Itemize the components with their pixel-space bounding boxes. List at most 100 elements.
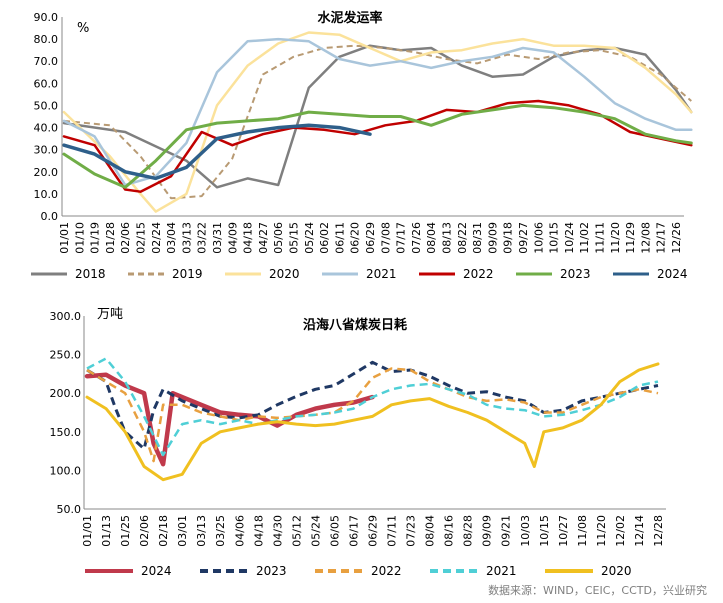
x-tick-label: 03/01: [176, 515, 189, 547]
series-line-2024: [84, 372, 375, 467]
y-tick-label: 10.0: [34, 188, 59, 201]
x-tick-label: 12/08: [639, 222, 652, 254]
x-tick-label: 09/09: [481, 515, 494, 547]
x-tick-label: 09/27: [517, 222, 530, 254]
series-line-2024: [62, 123, 372, 181]
x-tick-label: 04/18: [242, 222, 255, 254]
x-tick-label: 03/25: [214, 515, 227, 547]
x-tick-label: 06/29: [367, 515, 380, 547]
x-tick-label: 11/08: [576, 515, 589, 547]
x-tick-label: 04/09: [226, 222, 239, 254]
x-tick-label: 09/18: [502, 222, 515, 254]
y-tick-label: 40.0: [34, 122, 59, 135]
x-tick-label: 06/20: [349, 222, 362, 254]
legend-label: 2018: [75, 267, 106, 281]
x-tick-label: 10/24: [563, 222, 576, 254]
x-tick-label: 08/04: [425, 222, 438, 254]
x-tick-label: 06/02: [318, 222, 331, 254]
x-tick-label: 02/06: [138, 515, 151, 547]
y-tick-label: 250.0: [50, 349, 82, 362]
legend-label: 2023: [256, 564, 287, 578]
x-tick-label: 02/24: [150, 222, 163, 254]
x-tick-label: 06/11: [333, 222, 346, 254]
y-tick-label: 90.0: [34, 11, 59, 24]
series-line-2022: [86, 367, 659, 463]
x-tick-label: 11/20: [609, 222, 622, 254]
legend-label: 2020: [601, 564, 632, 578]
x-tick-label: 06/17: [347, 515, 360, 547]
x-tick-label: 12/17: [655, 222, 668, 254]
y-tick-label: 50.0: [34, 99, 59, 112]
y-tick-label: 50.0: [57, 503, 82, 516]
x-tick-label: 01/01: [81, 515, 94, 547]
x-tick-label: 10/15: [538, 515, 551, 547]
x-tick-label: 06/05: [328, 515, 341, 547]
x-tick-label: 08/04: [424, 515, 437, 547]
y-tick-label: 60.0: [34, 77, 59, 90]
x-tick-label: 04/06: [233, 515, 246, 547]
x-tick-label: 10/06: [532, 222, 545, 254]
cement-chart: 水泥发运率 % 0.0 10.0 20.0 30.0 40.0 50.0 60.0 70.0 8…: [31, 10, 693, 281]
x-tick-label: 07/23: [405, 515, 418, 547]
x-tick-label: 02/15: [135, 222, 148, 254]
x-tick-label: 03/13: [195, 515, 208, 547]
x-tick-label: 09/21: [500, 515, 513, 547]
x-tick-label: 01/25: [119, 515, 132, 547]
x-tick-label: 12/14: [633, 515, 646, 547]
x-tick-label: 08/16: [443, 515, 456, 547]
x-tick-label: 07/26: [410, 222, 423, 254]
x-tick-label: 03/04: [165, 222, 178, 254]
x-tick-label: 04/27: [257, 222, 270, 254]
x-tick-label: 11/11: [594, 222, 607, 254]
x-tick-label: 07/11: [386, 515, 399, 547]
x-tick-label: 05/12: [290, 515, 303, 547]
y-tick-label: 20.0: [34, 166, 59, 179]
x-tick-label: 08/28: [462, 515, 475, 547]
bottom-y-unit: 万吨: [97, 307, 123, 322]
x-tick-label: 04/30: [271, 515, 284, 547]
x-tick-label: 04/18: [252, 515, 265, 547]
top-x-axis: 01/01 01/10 01/19 01/28 02/06 02/15 02/24 03/04…: [58, 222, 683, 254]
x-tick-label: 03/22: [196, 222, 209, 254]
series-line-2020: [62, 31, 693, 213]
x-tick-label: 02/06: [119, 222, 132, 254]
legend-label: 2024: [141, 564, 172, 578]
x-tick-label: 03/31: [211, 222, 224, 254]
y-tick-label: 30.0: [34, 144, 59, 157]
legend-label: 2022: [371, 564, 402, 578]
x-tick-label: 01/01: [58, 222, 71, 254]
x-tick-label: 08/22: [456, 222, 469, 254]
top-legend: 2018 2019 2020 2021 2022 2023 2024: [31, 267, 688, 281]
x-tick-label: 01/13: [100, 515, 113, 547]
x-tick-label: 10/03: [519, 515, 532, 547]
y-tick-label: 0.0: [41, 210, 59, 223]
y-tick-label: 80.0: [34, 33, 59, 46]
x-tick-label: 05/15: [288, 222, 301, 254]
x-tick-label: 05/24: [309, 515, 322, 547]
x-tick-label: 08/31: [471, 222, 484, 254]
legend-label: 2023: [560, 267, 591, 281]
x-tick-label: 02/18: [157, 515, 170, 547]
x-tick-label: 12/26: [670, 222, 683, 254]
series-line-2023: [86, 360, 659, 451]
x-tick-label: 08/13: [441, 222, 454, 254]
legend-label: 2020: [269, 267, 300, 281]
x-tick-label: 11/20: [595, 515, 608, 547]
x-tick-label: 10/15: [548, 222, 561, 254]
series-line-2020: [85, 362, 660, 482]
x-tick-label: 05/24: [303, 222, 316, 254]
top-y-unit: %: [77, 21, 89, 36]
x-tick-label: 01/28: [104, 222, 117, 254]
x-tick-label: 03/13: [180, 222, 193, 254]
top-chart-title: 水泥发运率: [317, 10, 382, 26]
x-tick-label: 01/19: [89, 222, 102, 254]
x-tick-label: 12/28: [652, 515, 665, 547]
x-tick-label: 12/02: [614, 515, 627, 547]
x-tick-label: 07/17: [395, 222, 408, 254]
source-note: 数据来源：WIND，CEIC，CCTD，兴业研究: [488, 583, 707, 597]
series-line-2021: [86, 357, 659, 457]
series-line-2023: [62, 103, 693, 189]
top-series-lines: [62, 31, 693, 213]
y-tick-label: 100.0: [50, 464, 82, 477]
